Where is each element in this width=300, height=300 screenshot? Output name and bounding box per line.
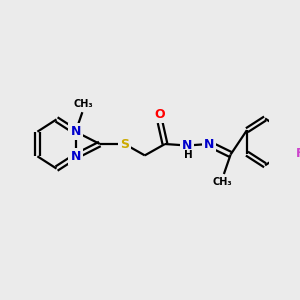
Text: N: N	[182, 139, 192, 152]
Text: CH₃: CH₃	[213, 177, 232, 188]
Text: H: H	[184, 150, 193, 160]
Text: F: F	[296, 147, 300, 160]
Text: N: N	[70, 125, 81, 138]
Text: N: N	[204, 137, 214, 151]
Text: CH₃: CH₃	[74, 99, 94, 109]
Text: S: S	[120, 137, 129, 151]
Text: O: O	[155, 108, 165, 121]
Text: N: N	[70, 150, 81, 163]
